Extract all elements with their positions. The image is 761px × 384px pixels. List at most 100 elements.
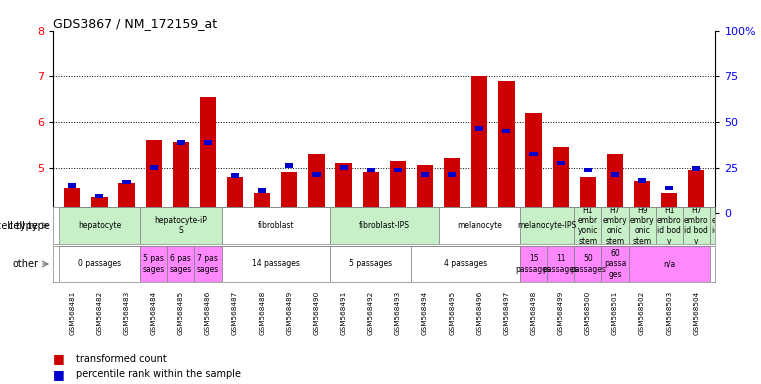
Bar: [123, 180, 131, 184]
Text: H7
embro
id bod
y: H7 embro id bod y: [684, 205, 708, 246]
Bar: [475, 126, 483, 131]
Text: 11
passages: 11 passages: [543, 254, 578, 274]
Text: 5 passages: 5 passages: [349, 260, 393, 268]
Text: H9
embro
id bod
y: H9 embro id bod y: [712, 205, 736, 246]
Bar: [580, 177, 596, 213]
Bar: [520, 207, 575, 244]
Text: other: other: [12, 259, 38, 269]
Bar: [438, 207, 520, 244]
Text: ■: ■: [53, 368, 65, 381]
Bar: [498, 81, 514, 213]
Text: hepatocyte: hepatocyte: [78, 221, 121, 230]
Bar: [231, 174, 239, 178]
Bar: [140, 246, 167, 282]
Text: 60
passa
ges: 60 passa ges: [603, 249, 626, 279]
Text: H1
embro
id bod
y: H1 embro id bod y: [657, 205, 682, 246]
Bar: [634, 181, 650, 213]
Text: hepatocyte-iP
S: hepatocyte-iP S: [154, 216, 207, 235]
Bar: [254, 193, 270, 213]
Bar: [525, 113, 542, 213]
Bar: [575, 207, 601, 244]
Bar: [390, 161, 406, 213]
Bar: [601, 207, 629, 244]
Bar: [227, 177, 244, 213]
Bar: [471, 76, 487, 213]
Bar: [629, 246, 710, 282]
Bar: [145, 140, 162, 213]
Bar: [556, 161, 565, 165]
Text: fibroblast-IPS: fibroblast-IPS: [358, 221, 410, 230]
Text: fibroblast: fibroblast: [257, 221, 294, 230]
Bar: [336, 163, 352, 213]
Text: melanocyte-IPS: melanocyte-IPS: [517, 221, 577, 230]
Bar: [547, 246, 575, 282]
Bar: [575, 246, 601, 282]
Bar: [91, 197, 107, 213]
Bar: [607, 154, 623, 213]
Bar: [221, 207, 330, 244]
Bar: [448, 172, 456, 177]
Text: 6 pas
sages: 6 pas sages: [170, 254, 192, 274]
Bar: [167, 246, 194, 282]
Bar: [119, 184, 135, 213]
Bar: [661, 193, 677, 213]
Bar: [421, 172, 429, 177]
Bar: [417, 165, 433, 213]
Text: cell type: cell type: [0, 220, 38, 231]
Text: ■: ■: [53, 353, 65, 366]
Bar: [140, 207, 221, 244]
Bar: [221, 246, 330, 282]
Text: transformed count: transformed count: [76, 354, 167, 364]
Bar: [362, 172, 379, 213]
Bar: [520, 246, 547, 282]
Bar: [665, 186, 673, 190]
Bar: [688, 170, 705, 213]
Bar: [59, 246, 140, 282]
Text: cell type: cell type: [8, 220, 49, 231]
Bar: [444, 158, 460, 213]
Bar: [313, 172, 320, 177]
Bar: [683, 207, 710, 244]
Text: 14 passages: 14 passages: [252, 260, 300, 268]
Text: 5 pas
sages: 5 pas sages: [142, 254, 165, 274]
Bar: [285, 163, 294, 167]
Bar: [200, 97, 216, 213]
Bar: [530, 152, 537, 156]
Bar: [339, 165, 348, 170]
Bar: [282, 172, 298, 213]
Text: GDS3867 / NM_172159_at: GDS3867 / NM_172159_at: [53, 17, 218, 30]
Bar: [173, 142, 189, 213]
Bar: [629, 207, 656, 244]
Bar: [656, 207, 683, 244]
Bar: [611, 172, 619, 177]
Bar: [150, 165, 158, 170]
Bar: [308, 154, 325, 213]
Text: 0 passages: 0 passages: [78, 260, 121, 268]
Bar: [177, 140, 185, 145]
Text: 7 pas
sages: 7 pas sages: [197, 254, 219, 274]
Bar: [412, 246, 520, 282]
Bar: [204, 140, 212, 145]
Text: n/a: n/a: [663, 260, 675, 268]
Bar: [393, 167, 402, 172]
Bar: [502, 129, 511, 133]
Bar: [638, 178, 646, 182]
Text: melanocyte: melanocyte: [457, 221, 501, 230]
Text: 4 passages: 4 passages: [444, 260, 487, 268]
Bar: [693, 166, 700, 171]
Bar: [194, 246, 221, 282]
Bar: [330, 207, 438, 244]
Bar: [584, 167, 592, 172]
Text: 50
passages: 50 passages: [570, 254, 606, 274]
Text: H9
embry
onic
stem: H9 embry onic stem: [630, 205, 654, 246]
Bar: [68, 184, 76, 188]
Bar: [710, 207, 737, 244]
Bar: [367, 167, 375, 172]
Bar: [258, 188, 266, 193]
Bar: [64, 188, 81, 213]
Bar: [95, 194, 103, 198]
Text: percentile rank within the sample: percentile rank within the sample: [76, 369, 241, 379]
Text: 15
passages: 15 passages: [516, 254, 552, 274]
Text: H7
embry
onic
stem: H7 embry onic stem: [603, 205, 627, 246]
Text: H1
embr
yonic
stem: H1 embr yonic stem: [578, 205, 598, 246]
